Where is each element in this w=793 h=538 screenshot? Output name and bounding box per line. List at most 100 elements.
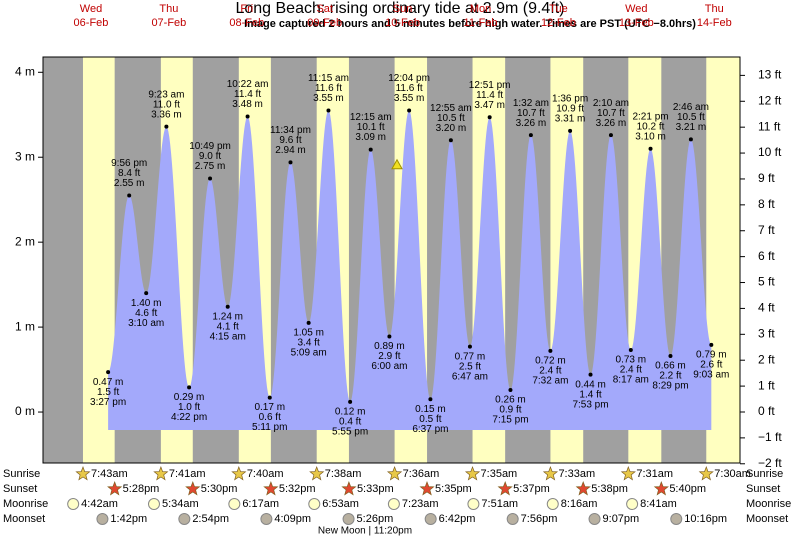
- low-tide-label: 0.4 ft: [339, 416, 361, 427]
- high-tide-label: 2:10 am: [593, 98, 629, 109]
- y-tick-label: 1 m: [15, 319, 35, 333]
- astro-icon: [386, 466, 403, 481]
- high-tide-label: 9:56 pm: [111, 158, 147, 169]
- low-tide-label: 6:47 am: [452, 371, 488, 382]
- low-tide-label: 0.77 m: [455, 351, 486, 362]
- low-tide-label: 8:29 pm: [652, 381, 688, 392]
- low-tide-label: 4.1 ft: [217, 321, 239, 332]
- astro-icon: [620, 466, 636, 481]
- high-tide-label: 3.55 m: [313, 93, 344, 104]
- row-label: Moonset: [3, 513, 45, 525]
- high-tide-label: 10.9 ft: [556, 104, 584, 115]
- astro-icon: [497, 481, 513, 496]
- high-tide-label: 3.31 m: [555, 114, 586, 125]
- low-tide-label: 1.4 ft: [579, 389, 601, 400]
- low-tide-label: 8:17 am: [613, 375, 649, 386]
- high-tide-label: 3.48 m: [232, 99, 263, 110]
- low-tide-label: 3:10 am: [128, 318, 164, 329]
- y2-tick-label: 4 ft: [758, 301, 775, 315]
- y2-tick-label: 3 ft: [758, 326, 775, 340]
- low-tide-label: 0.17 m: [254, 402, 285, 413]
- moonset-time: 2:54pm: [192, 513, 229, 525]
- moonrise-time: 8:16am: [561, 498, 598, 510]
- high-tide-label: 11:15 am: [308, 73, 349, 84]
- sunset-time: 5:28pm: [123, 483, 160, 495]
- tide-point: [688, 137, 693, 142]
- moonset-time: 9:07pm: [603, 513, 640, 525]
- high-tide-label: 10.2 ft: [637, 121, 665, 132]
- y2-tick-label: 13 ft: [758, 68, 782, 82]
- weekday-label: Fri: [240, 3, 253, 15]
- y2-tick-label: 5 ft: [758, 275, 775, 289]
- chart-subtitle: Image captured 2 hours and 5 minutes bef…: [244, 18, 696, 30]
- low-tide-label: 3:27 pm: [90, 397, 126, 408]
- low-tide-label: 1.0 ft: [178, 402, 200, 413]
- tide-point: [508, 387, 513, 392]
- astro-icon: [342, 513, 355, 525]
- astro-icon: [107, 481, 123, 496]
- y2-tick-label: 7 ft: [758, 223, 775, 237]
- low-tide-label: 4.6 ft: [135, 308, 157, 319]
- tide-point: [225, 304, 230, 309]
- moon-phase: New Moon | 11:20pm: [318, 526, 412, 537]
- low-tide-label: 5:09 am: [291, 347, 327, 358]
- astro-icon: [626, 498, 639, 510]
- tide-point: [245, 114, 250, 119]
- sunset-time: 5:40pm: [669, 483, 706, 495]
- high-tide-label: 11.4 ft: [234, 89, 261, 100]
- tide-point: [127, 193, 132, 198]
- high-tide-label: 9.6 ft: [279, 135, 301, 146]
- sunset-time: 5:37pm: [513, 483, 550, 495]
- astro-icon: [419, 481, 435, 496]
- tide-point: [448, 138, 453, 143]
- y-tick-label: 3 m: [15, 149, 35, 163]
- high-tide-label: 11:34 pm: [270, 125, 311, 136]
- tide-point: [164, 124, 169, 129]
- high-tide-label: 3.26 m: [596, 118, 627, 129]
- y2-tick-label: −2 ft: [758, 456, 782, 470]
- low-tide-label: 1.5 ft: [97, 387, 119, 398]
- row-label: Moonrise: [3, 498, 48, 510]
- y2-tick-label: −1 ft: [758, 430, 782, 444]
- high-tide-label: 10.7 ft: [597, 108, 625, 119]
- low-tide-label: 1.24 m: [212, 311, 243, 322]
- high-tide-label: 11.6 ft: [315, 83, 342, 94]
- y2-tick-label: 2 ft: [758, 352, 775, 366]
- y2-tick-label: 6 ft: [758, 249, 775, 263]
- y-tick-label: 2 m: [15, 234, 35, 248]
- high-tide-label: 11.6 ft: [396, 83, 423, 94]
- low-tide-label: 0.5 ft: [419, 414, 441, 425]
- high-tide-label: 10:22 am: [227, 79, 269, 90]
- moonrise-time: 7:51am: [481, 498, 518, 510]
- astro-icon: [341, 481, 357, 496]
- astro-icon: [653, 481, 669, 496]
- high-tide-label: 2.55 m: [114, 178, 145, 189]
- low-tide-label: 5:55 pm: [332, 426, 368, 437]
- astro-icon: [153, 466, 169, 481]
- row-label: Sunrise: [746, 468, 783, 480]
- low-tide-label: 0.89 m: [374, 341, 405, 352]
- high-tide-label: 3.10 m: [635, 131, 666, 142]
- astro-icon: [228, 498, 241, 510]
- astro-icon: [308, 498, 321, 510]
- tide-point: [144, 291, 149, 296]
- tide-area: [108, 110, 712, 430]
- tide-point: [528, 133, 533, 138]
- moonrise-time: 5:34am: [162, 498, 199, 510]
- astro-icon: [588, 513, 601, 525]
- weekday-label: Wed: [80, 3, 102, 15]
- date-label: 12-Feb: [541, 17, 576, 29]
- y-tick-label: 4 m: [15, 64, 35, 78]
- tide-point: [548, 348, 553, 353]
- astro-icon: [185, 481, 201, 496]
- y2-tick-label: 0 ft: [758, 404, 775, 418]
- daylight-band: [706, 57, 740, 463]
- sunset-time: 5:30pm: [201, 483, 238, 495]
- high-tide-label: 3.47 m: [474, 100, 505, 111]
- high-tide-label: 3.26 m: [516, 118, 547, 129]
- astro-icon: [467, 498, 480, 510]
- weekday-label: Wed: [625, 3, 647, 15]
- low-tide-label: 1.05 m: [293, 327, 324, 338]
- moonset-time: 10:16pm: [684, 513, 727, 525]
